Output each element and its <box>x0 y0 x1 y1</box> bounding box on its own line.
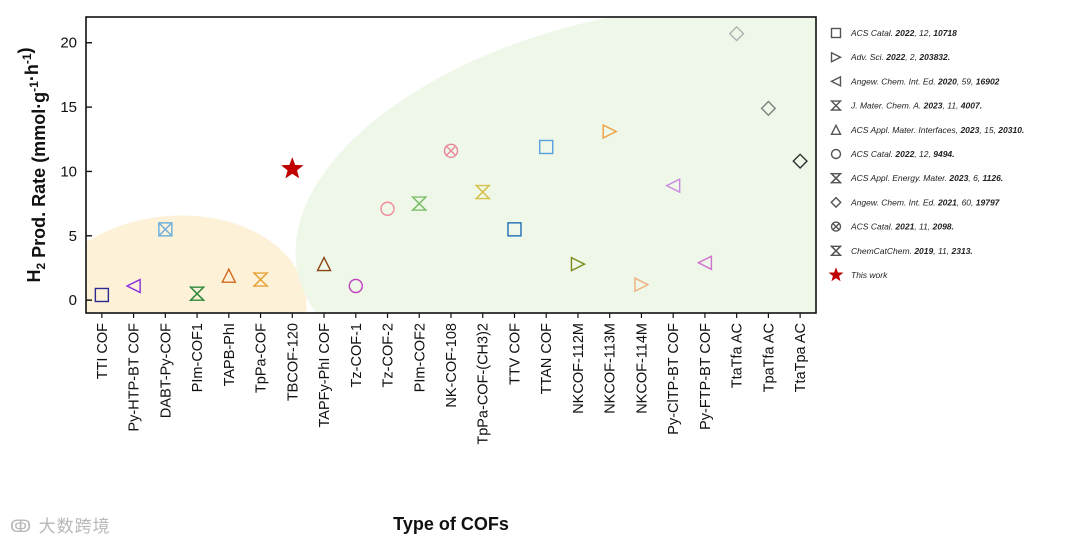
x-tick-label: TTV COF <box>507 323 523 385</box>
legend-marker-icon <box>830 123 842 136</box>
legend-label: ACS Catal. 2021, 11, 2098. <box>850 222 954 232</box>
legend-item: J. Mater. Chem. A. 2023, 11, 4007. <box>829 100 982 111</box>
legend-marker-icon <box>828 267 844 282</box>
x-tick-label: DABT-Py-COF <box>158 323 174 418</box>
y-tick-label: 5 <box>69 228 77 245</box>
legend-marker-icon <box>830 196 842 209</box>
legend-marker-icon <box>830 27 842 39</box>
legend-item: ChemCatChem. 2019, 11, 2313. <box>829 245 973 257</box>
x-tick-label: NKCOF-113M <box>603 323 619 414</box>
legend-item: ACS Appl. Energy. Mater. 2023, 6, 1126. <box>829 172 1003 184</box>
data-point-tri-right <box>570 256 587 272</box>
data-point-star <box>281 157 304 179</box>
y-axis: 0 5 10 15 20 <box>60 35 92 309</box>
data-point-tri-right <box>602 123 618 140</box>
y-tick-label: 0 <box>69 292 77 309</box>
x-tick-label: TAPB-PhI <box>222 323 238 386</box>
data-point-circle <box>348 278 363 294</box>
y-tick-label: 10 <box>60 163 77 180</box>
legend-label: Angew. Chem. Int. Ed. 2021, 60, 19797 <box>850 197 1001 207</box>
x-tick-label: TtaTpa AC <box>793 323 809 392</box>
y-tick-label: 20 <box>60 35 77 52</box>
data-point-tri-left <box>696 255 713 271</box>
legend-marker-icon <box>830 148 842 160</box>
legend-item: ACS Catal. 2022, 12, 10718 <box>830 27 957 39</box>
data-point-diamond <box>792 153 808 169</box>
x-tick-label: NKCOF-112M <box>571 323 587 414</box>
data-point-diamond <box>728 25 745 42</box>
shaded-region <box>295 17 816 313</box>
x-tick-label: TpPa-COF <box>254 323 270 393</box>
shaded-region <box>86 215 307 313</box>
data-point-square <box>539 139 554 155</box>
x-tick-label: TpaTfa AC <box>761 323 777 392</box>
x-tick-label: NKCOF-114M <box>634 323 650 414</box>
legend-item: Adv. Sci. 2022, 2, 203832. <box>830 51 950 63</box>
x-tick-label: TtaTfa AC <box>730 323 746 388</box>
data-point-hourglass-x <box>252 271 269 288</box>
x-tick-label: PIm-COF2 <box>412 323 428 392</box>
data-point-square-x <box>158 222 173 237</box>
legend-marker-icon <box>829 75 842 88</box>
watermark-text: 大数跨境 <box>38 517 111 537</box>
legend-label: ACS Appl. Mater. Interfaces, 2023, 15, 2… <box>850 125 1024 135</box>
legend-label: This work <box>851 270 888 280</box>
y-axis-title: H2 Prod. Rate (mmol·g-1·h-1) <box>15 47 49 282</box>
data-point-tri-left <box>125 278 141 294</box>
x-tick-label: TAPFy-PhI COF <box>317 323 333 428</box>
x-tick-label: Tz-COF-2 <box>381 323 397 387</box>
legend-item: ACS Catal. 2022, 12, 9494. <box>830 148 955 160</box>
legend-label: ACS Catal. 2022, 12, 9494. <box>850 149 955 159</box>
y-tick-label: 15 <box>60 99 77 116</box>
legend-item: ACS Catal. 2021, 11, 2098. <box>830 221 954 232</box>
legend-marker-icon <box>829 100 843 111</box>
legend-label: ACS Catal. 2022, 12, 10718 <box>850 28 957 38</box>
x-tick-label: PIm-COF1 <box>190 323 206 392</box>
data-point-circle <box>380 201 395 216</box>
x-axis-title: Type of COFs <box>393 514 509 534</box>
x-tick-label: Py-ClTP-BT COF <box>666 323 682 435</box>
x-tick-label: TTI COF <box>95 323 111 380</box>
data-point-hourglass-x <box>411 195 428 212</box>
legend-item: Angew. Chem. Int. Ed. 2020, 59, 16902 <box>829 75 1000 88</box>
x-axis: TTI COF Py-HTP-BT COF DABT-Py-COF PIm-COF1 T… <box>95 313 809 445</box>
data-points <box>94 25 808 303</box>
data-point-tri-up <box>221 267 237 283</box>
x-tick-label: Py-FTP-BT COF <box>698 323 714 430</box>
data-point-hourglass-x <box>474 184 491 200</box>
legend-marker-icon <box>829 245 843 257</box>
data-point-square <box>94 287 110 303</box>
legend-marker-icon <box>829 172 843 184</box>
legend-item: Angew. Chem. Int. Ed. 2021, 60, 19797 <box>830 196 1001 209</box>
legend-item: ACS Appl. Mater. Interfaces, 2023, 15, 2… <box>830 123 1024 136</box>
x-tick-label: TBCOF-120 <box>285 323 301 401</box>
x-tick-label: TpPa-COF-(CH3)2 <box>476 323 492 445</box>
legend-label: J. Mater. Chem. A. 2023, 11, 4007. <box>850 101 982 111</box>
legend-label: ACS Appl. Energy. Mater. 2023, 6, 1126. <box>850 173 1003 183</box>
legend-marker-icon <box>830 51 843 63</box>
x-tick-label: Tz-COF-1 <box>349 323 365 387</box>
legend-marker-icon <box>830 221 842 232</box>
data-point-hourglass-x <box>188 286 206 302</box>
x-tick-label: NK-COF-108 <box>444 323 460 408</box>
legend-label: Adv. Sci. 2022, 2, 203832. <box>850 52 950 62</box>
data-point-tri-right <box>634 277 650 293</box>
data-point-square <box>507 222 522 237</box>
legend: ACS Catal. 2022, 12, 10718 Adv. Sci. 2022… <box>828 27 1024 282</box>
legend-label: Angew. Chem. Int. Ed. 2020, 59, 16902 <box>850 76 1000 86</box>
data-point-circle-x <box>443 143 459 159</box>
data-point-diamond <box>760 100 777 117</box>
data-point-tri-left <box>665 177 681 194</box>
legend-label: ChemCatChem. 2019, 11, 2313. <box>851 246 973 256</box>
data-point-tri-up <box>316 256 332 272</box>
legend-item: This work <box>828 267 888 282</box>
watermark: ↂ 大数跨境 <box>10 512 111 537</box>
x-tick-label: TTAN COF <box>539 323 555 395</box>
watermark-logo-icon: ↂ <box>10 517 33 537</box>
x-tick-label: Py-HTP-BT COF <box>127 323 143 432</box>
